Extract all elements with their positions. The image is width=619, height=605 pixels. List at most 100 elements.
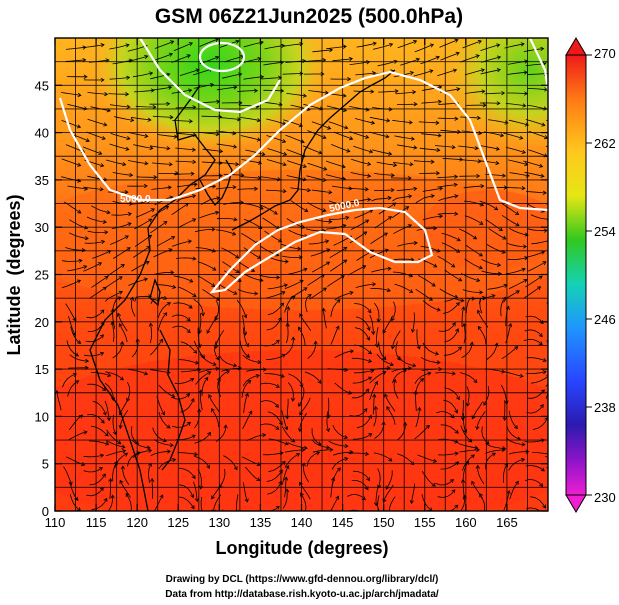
streamline xyxy=(197,327,201,348)
streamline-arrowhead xyxy=(322,135,327,139)
streamline xyxy=(462,289,483,293)
streamline-arrowhead xyxy=(326,261,331,266)
streamline xyxy=(442,158,463,161)
streamline xyxy=(504,187,525,189)
streamline-arrowhead xyxy=(209,82,215,88)
streamline-arrowhead xyxy=(123,452,129,457)
streamline xyxy=(414,425,430,440)
streamline xyxy=(153,53,173,61)
streamline xyxy=(348,452,369,455)
streamline-arrowhead xyxy=(417,406,422,411)
streamline xyxy=(349,61,370,65)
streamline-arrowhead xyxy=(206,464,210,469)
streamline xyxy=(334,291,354,301)
streamline-arrowhead xyxy=(218,173,223,178)
streamline-arrowhead xyxy=(77,92,82,98)
streamline-arrowhead xyxy=(125,43,130,48)
streamline-arrowhead xyxy=(113,461,118,466)
graticule-grid xyxy=(55,38,548,511)
streamline-arrowhead xyxy=(431,282,436,287)
streamline-arrowhead xyxy=(343,259,348,264)
streamline-arrowhead xyxy=(83,106,88,111)
streamline-arrowhead xyxy=(328,219,333,224)
streamline-arrowhead xyxy=(373,405,379,410)
streamline-arrowhead xyxy=(232,231,237,236)
streamline-arrowhead xyxy=(363,408,368,413)
streamline-arrowhead xyxy=(190,378,195,382)
streamline xyxy=(417,275,436,287)
streamline xyxy=(523,48,544,52)
streamline xyxy=(89,286,107,299)
streamline-arrowhead xyxy=(427,371,432,376)
streamline-arrowhead xyxy=(206,329,211,334)
streamline-arrowhead xyxy=(361,496,366,501)
streamline-arrowhead xyxy=(469,341,474,346)
streamline xyxy=(112,200,133,205)
streamline xyxy=(526,371,547,375)
streamline-arrowhead xyxy=(106,108,111,113)
streamline-arrowhead xyxy=(281,353,286,358)
streamline xyxy=(61,176,81,182)
streamline-arrowhead xyxy=(257,255,262,259)
streamline xyxy=(546,218,548,220)
streamline xyxy=(461,130,482,134)
streamline xyxy=(199,353,217,366)
streamline xyxy=(128,278,148,286)
streamline xyxy=(435,145,456,148)
y-axis-ticks: 0 5 10 15 20 25 30 35 40 45 xyxy=(35,78,548,519)
streamline-arrowhead xyxy=(111,397,116,402)
streamline xyxy=(175,160,196,163)
y-tick-label: 30 xyxy=(35,220,49,235)
streamline-arrowhead xyxy=(524,161,529,167)
streamline-arrowhead xyxy=(121,444,126,449)
streamline-arrowhead xyxy=(415,57,421,62)
streamline-arrowhead xyxy=(403,421,408,426)
streamline xyxy=(413,160,435,163)
streamline xyxy=(56,390,62,411)
streamline xyxy=(266,189,287,192)
streamline xyxy=(246,369,267,372)
streamline-arrowhead xyxy=(514,480,519,485)
streamline xyxy=(157,312,168,331)
streamline xyxy=(526,191,547,194)
streamline-arrowhead xyxy=(387,216,393,221)
streamline-arrowhead xyxy=(299,411,304,416)
streamline-arrowhead xyxy=(451,263,456,268)
streamline xyxy=(353,145,373,153)
streamline xyxy=(156,396,165,415)
streamline xyxy=(328,216,349,220)
streamline-arrowhead xyxy=(76,124,82,129)
streamline xyxy=(109,235,129,245)
streamline xyxy=(127,45,148,52)
streamline-arrowhead xyxy=(409,162,414,167)
streamline xyxy=(350,199,371,202)
streamline xyxy=(299,313,312,331)
streamline xyxy=(237,90,258,92)
streamline xyxy=(152,115,173,118)
streamline-arrowhead xyxy=(343,246,348,251)
streamline-arrowhead xyxy=(502,416,507,421)
streamline-arrowhead xyxy=(256,477,261,482)
streamline xyxy=(202,288,220,301)
streamline-arrowhead xyxy=(105,441,110,446)
streamline-arrowhead xyxy=(172,284,177,289)
streamline xyxy=(221,247,239,259)
streamline xyxy=(524,171,544,177)
streamline-arrowhead xyxy=(348,390,353,395)
streamline-arrowhead xyxy=(102,411,107,416)
streamline xyxy=(349,131,369,138)
streamline-arrowhead xyxy=(539,482,544,487)
streamline xyxy=(285,60,306,63)
streamline-arrowhead xyxy=(483,401,488,406)
streamline xyxy=(264,373,285,378)
streamline-arrowhead xyxy=(120,264,125,268)
streamline xyxy=(524,478,543,487)
streamline xyxy=(131,338,139,358)
streamline xyxy=(268,461,286,473)
streamline-arrowhead xyxy=(216,99,221,104)
streamline xyxy=(176,195,196,203)
streamline xyxy=(372,107,392,110)
streamline-arrowhead xyxy=(300,224,306,229)
streamline-arrowhead xyxy=(163,295,168,300)
streamline-arrowhead xyxy=(539,403,544,409)
